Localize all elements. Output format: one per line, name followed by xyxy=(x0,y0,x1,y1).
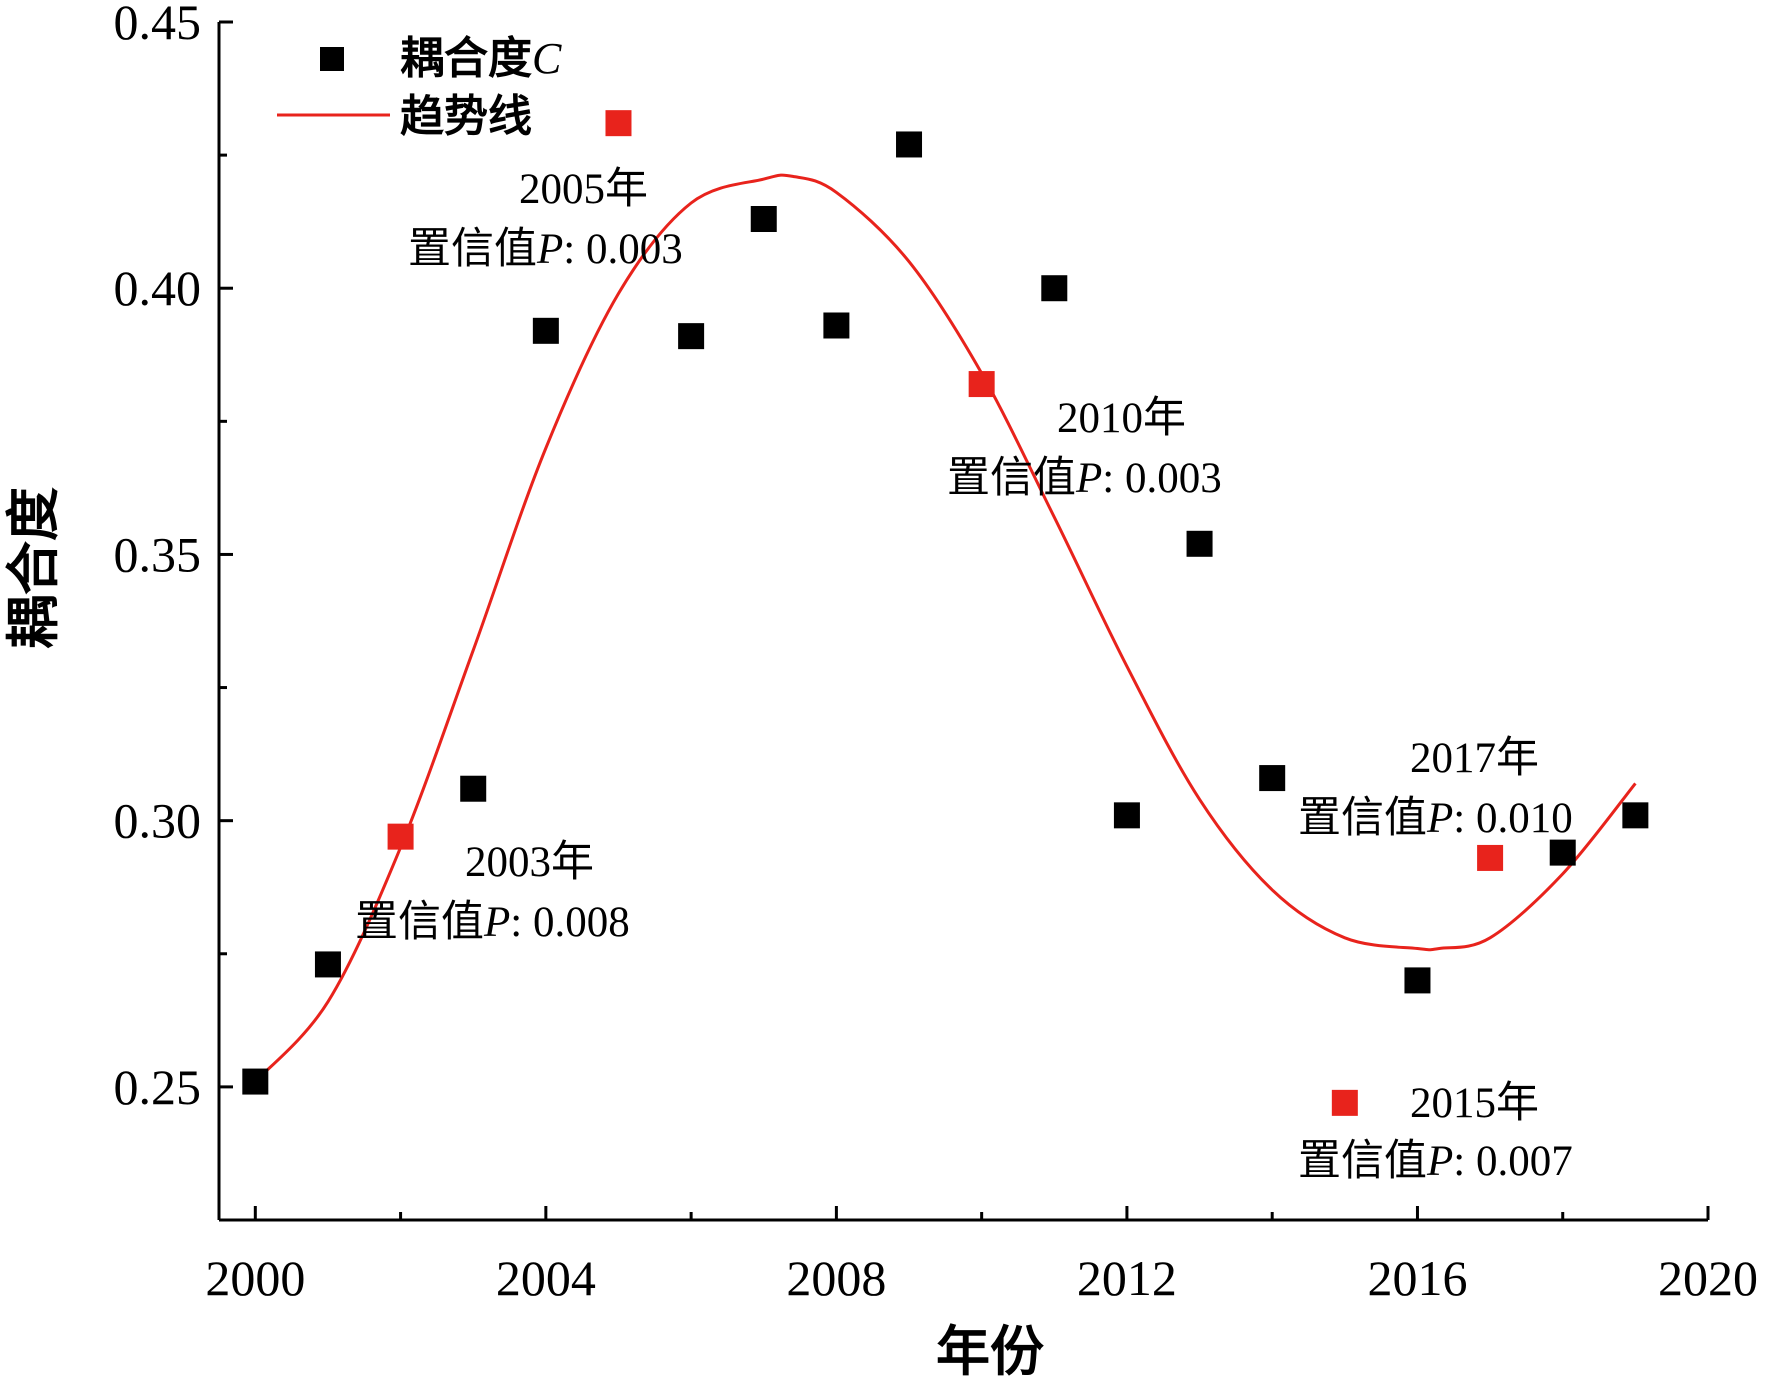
data-point xyxy=(1404,967,1431,994)
data-point-highlight xyxy=(387,823,414,850)
data-point xyxy=(314,951,341,978)
legend-scatter-label: 耦合度C xyxy=(400,33,562,84)
annotation-confidence: 置信值P: 0.003 xyxy=(408,226,683,273)
x-tick-label: 2004 xyxy=(496,1250,596,1306)
data-point xyxy=(1259,765,1286,792)
x-tick-label: 2000 xyxy=(205,1250,305,1306)
annotation-year: 2017年 xyxy=(1410,735,1539,782)
legend: 耦合度C 趋势线 xyxy=(277,33,562,142)
annotation-confidence: 置信值P: 0.008 xyxy=(355,899,630,946)
y-tick-label: 0.30 xyxy=(114,793,202,849)
data-point-highlight xyxy=(1477,844,1504,871)
x-tick-label: 2012 xyxy=(1077,1250,1177,1306)
y-tick-label: 0.40 xyxy=(114,260,202,316)
data-point-highlight xyxy=(605,110,632,137)
data-point xyxy=(1549,839,1576,866)
annotation-year: 2010年 xyxy=(1057,395,1186,442)
data-point xyxy=(750,206,777,233)
y-tick-label: 0.25 xyxy=(114,1059,202,1115)
ticks xyxy=(219,20,1710,1220)
legend-scatter-marker xyxy=(320,47,344,71)
data-point xyxy=(242,1068,269,1095)
data-point-highlight xyxy=(968,371,995,398)
annotation-year: 2015年 xyxy=(1410,1080,1539,1127)
data-point xyxy=(896,131,923,158)
data-point xyxy=(1186,530,1213,557)
annotation-year: 2005年 xyxy=(519,166,648,213)
data-point xyxy=(823,312,850,339)
tick-labels: 2000 2004 2008 2012 2016 2020 0.25 0.30 0.35 0.40… xyxy=(114,0,1759,1306)
data-point xyxy=(1041,275,1068,302)
x-tick-label: 2020 xyxy=(1658,1250,1758,1306)
annotation-2017: 2017年 置信值P: 0.010 xyxy=(1298,735,1573,842)
data-point xyxy=(678,323,705,350)
annotation-confidence: 置信值P: 0.007 xyxy=(1298,1138,1573,1185)
data-points xyxy=(242,110,1649,1116)
x-tick-label: 2016 xyxy=(1367,1250,1467,1306)
data-point-highlight xyxy=(1331,1089,1358,1116)
legend-trend-label: 趋势线 xyxy=(400,91,532,142)
annotation-2003: 2003年 置信值P: 0.008 xyxy=(355,839,630,946)
y-tick-label: 0.35 xyxy=(114,526,202,582)
annotation-confidence: 置信值P: 0.003 xyxy=(947,455,1222,502)
y-tick-label: 0.45 xyxy=(114,0,202,50)
x-axis-title: 年份 xyxy=(936,1320,1044,1382)
annotation-2005: 2005年 置信值P: 0.003 xyxy=(408,166,683,273)
annotation-confidence: 置信值P: 0.010 xyxy=(1298,795,1573,842)
x-tick-label: 2008 xyxy=(786,1250,886,1306)
trend-line xyxy=(254,173,1637,1083)
annotation-year: 2003年 xyxy=(465,839,594,886)
annotation-2015: 2015年 置信值P: 0.007 xyxy=(1298,1080,1573,1185)
data-point xyxy=(1622,802,1649,829)
data-point xyxy=(460,775,487,802)
y-axis-title: 耦合度 xyxy=(2,487,65,649)
legend-scatter-symbol: C xyxy=(532,34,562,83)
plot-frame xyxy=(217,22,1708,1222)
data-point xyxy=(532,317,559,344)
data-point xyxy=(1113,802,1140,829)
annotation-2010: 2010年 置信值P: 0.003 xyxy=(947,395,1222,502)
